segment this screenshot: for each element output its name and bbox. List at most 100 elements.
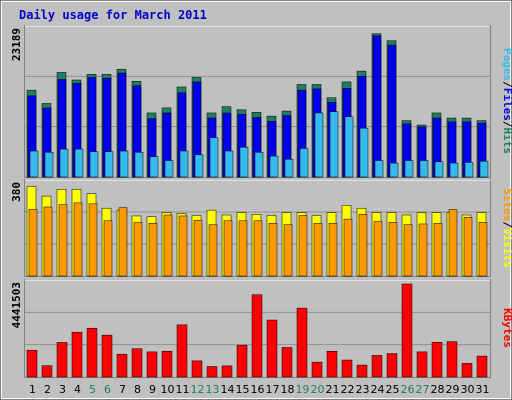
bar-sites bbox=[343, 218, 353, 277]
x-tick-label: 30 bbox=[461, 383, 475, 396]
bar-sites bbox=[223, 220, 233, 277]
x-tick-label: 18 bbox=[281, 383, 295, 396]
bar-pages bbox=[479, 160, 489, 178]
bar-sites bbox=[283, 224, 293, 277]
bars bbox=[26, 33, 489, 178]
bar-kbytes bbox=[386, 353, 398, 378]
bar-kbytes bbox=[326, 350, 338, 378]
bar-sites bbox=[388, 222, 398, 277]
x-tick-label: 4 bbox=[74, 383, 81, 396]
x-tick-label: 26 bbox=[401, 383, 415, 396]
bar-sites bbox=[28, 209, 38, 277]
panel-kbytes: 4441503 KBytes bbox=[10, 279, 512, 378]
bar-pages bbox=[194, 154, 204, 178]
bar-sites bbox=[178, 215, 188, 277]
bar-kbytes bbox=[341, 359, 353, 378]
bar-pages bbox=[59, 148, 69, 178]
x-tick-label: 10 bbox=[161, 383, 175, 396]
x-tick-label: 17 bbox=[266, 383, 280, 396]
y-max-label: 380 bbox=[10, 182, 23, 202]
bar-sites bbox=[418, 223, 428, 277]
bar-sites bbox=[58, 204, 68, 277]
bar-pages bbox=[449, 162, 459, 178]
bar-pages bbox=[314, 112, 324, 178]
bar-sites bbox=[373, 221, 383, 277]
legend-entry-visits: Visits bbox=[501, 228, 512, 268]
bar-files bbox=[372, 35, 382, 178]
bar-sites bbox=[268, 222, 278, 277]
bar-kbytes bbox=[296, 307, 308, 378]
bar-sites bbox=[478, 222, 488, 277]
bar-sites bbox=[118, 207, 128, 277]
x-tick-label: 8 bbox=[134, 383, 141, 396]
bar-sites bbox=[448, 209, 458, 277]
bar-kbytes bbox=[401, 283, 413, 378]
bar-kbytes bbox=[431, 341, 443, 378]
bar-kbytes bbox=[221, 365, 233, 378]
bar-sites bbox=[73, 202, 83, 277]
bar-pages bbox=[299, 148, 309, 178]
legend-entry-pages: Pages bbox=[501, 48, 512, 81]
legend-entry-sites: Sites bbox=[501, 188, 512, 221]
bar-kbytes bbox=[266, 319, 278, 378]
series-legend-label: Sites/Visits bbox=[501, 188, 512, 268]
bar-pages bbox=[239, 146, 249, 178]
bar-pages bbox=[29, 150, 39, 178]
bar-kbytes bbox=[446, 341, 458, 378]
bar-pages bbox=[74, 148, 84, 178]
bar-sites bbox=[208, 224, 218, 277]
x-tick-label: 27 bbox=[416, 383, 430, 396]
bar-kbytes bbox=[86, 327, 98, 378]
bars bbox=[26, 186, 488, 277]
x-tick-label: 24 bbox=[371, 383, 385, 396]
bar-sites bbox=[133, 222, 143, 277]
legend-entry-hits: Hits bbox=[501, 128, 512, 155]
bar-kbytes bbox=[281, 347, 293, 378]
bar-kbytes bbox=[26, 349, 38, 378]
bar-kbytes bbox=[206, 366, 218, 378]
bar-pages bbox=[284, 159, 294, 178]
bar-pages bbox=[374, 160, 384, 178]
bar-sites bbox=[463, 217, 473, 277]
series-legend-label: Pages/Files/Hits bbox=[501, 48, 512, 154]
x-tick-label: 15 bbox=[236, 383, 250, 396]
bar-pages bbox=[344, 116, 354, 178]
chart-title: Daily usage for March 2011 bbox=[19, 8, 207, 22]
bar-pages bbox=[179, 150, 189, 178]
bar-pages bbox=[434, 161, 444, 178]
x-axis-labels: 1 2 3 4 5 6 7 8 9 10 11 12 13 14 15 16 17 18 19 20 21 22 23 24 2… bbox=[29, 383, 490, 396]
legend-separator: / bbox=[501, 81, 512, 88]
bar-kbytes bbox=[161, 350, 173, 378]
x-tick-label: 28 bbox=[431, 383, 445, 396]
x-tick-label: 1 bbox=[29, 383, 36, 396]
x-tick-label: 14 bbox=[221, 383, 235, 396]
bar-sites bbox=[193, 220, 203, 277]
bar-files bbox=[387, 44, 397, 178]
bar-kbytes bbox=[236, 344, 248, 378]
bar-kbytes bbox=[191, 360, 203, 378]
bar-kbytes bbox=[311, 361, 323, 378]
bar-sites bbox=[238, 220, 248, 277]
x-tick-label: 12 bbox=[191, 383, 205, 396]
bar-sites bbox=[163, 214, 173, 277]
x-tick-label: 16 bbox=[251, 383, 265, 396]
bar-kbytes bbox=[416, 351, 428, 378]
bar-sites bbox=[313, 222, 323, 277]
bar-pages bbox=[149, 156, 159, 178]
x-tick-label: 21 bbox=[326, 383, 340, 396]
bar-pages bbox=[224, 150, 234, 178]
bar-kbytes bbox=[116, 353, 128, 378]
x-tick-label: 3 bbox=[59, 383, 66, 396]
bar-pages bbox=[404, 160, 414, 178]
legend-separator: / bbox=[501, 221, 512, 228]
bar-sites bbox=[433, 222, 443, 277]
x-tick-label: 29 bbox=[446, 383, 460, 396]
bar-kbytes bbox=[176, 324, 188, 378]
bar-kbytes bbox=[146, 351, 158, 378]
panel-visits-sites: 380 Sites/Visits bbox=[10, 179, 512, 277]
x-tick-label: 23 bbox=[356, 383, 370, 396]
bar-sites bbox=[253, 220, 263, 277]
